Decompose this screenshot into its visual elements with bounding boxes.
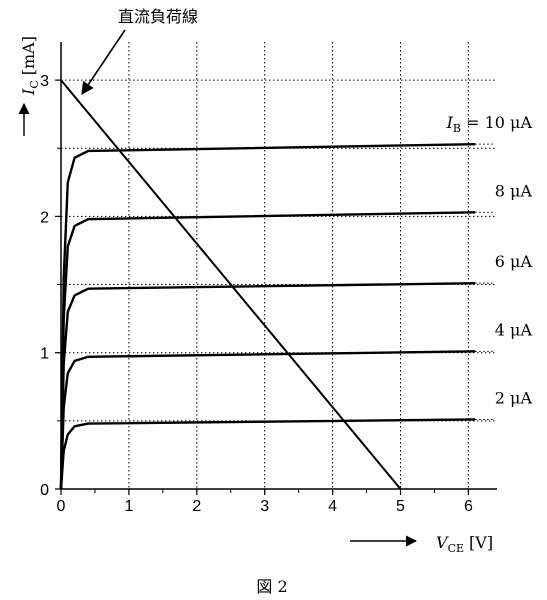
dc-load-line [60, 79, 402, 490]
x-tick-label-4: 4 [328, 498, 337, 515]
axes [55, 42, 497, 495]
y-tick-label-3: 3 [40, 73, 49, 90]
y-axis-label: IC[mA] [19, 36, 41, 96]
ib-label-1: 2 μA [495, 388, 533, 407]
ib-curve-labels: 2 μA 4 μA 6 μA 8 μA IB = 10 μA [446, 113, 533, 407]
ib-label-5: IB = 10 μA [446, 113, 533, 135]
x-tick-label-3: 3 [260, 498, 269, 515]
svg-text:IC[mA]: IC[mA] [19, 36, 41, 96]
y-tick-label-2: 2 [40, 209, 49, 226]
grid-lines [61, 42, 497, 489]
ib-curve-5 [59, 142, 476, 490]
y-tick-label-1: 1 [40, 346, 49, 363]
load-line-label: 直流負荷線 [118, 7, 198, 26]
ib-label-3: 6 μA [495, 252, 533, 271]
x-tick-label-6: 6 [464, 498, 473, 515]
load-line-pointer-arrow [81, 29, 126, 96]
x-tick-label-2: 2 [192, 498, 201, 515]
y-tick-label-0: 0 [40, 482, 49, 499]
ib-curve-1 [59, 418, 476, 490]
ib-label-4: 8 μA [495, 181, 533, 200]
ib-curves [59, 142, 495, 490]
x-axis-label: VCE [V] [436, 533, 493, 555]
ib-label-2: 4 μA [495, 320, 533, 339]
x-tick-label-5: 5 [396, 498, 405, 515]
x-tick-label-1: 1 [124, 498, 133, 515]
ib-curve-4 [59, 211, 476, 490]
figure-caption: 図 2 [256, 577, 287, 596]
ib-curve-3 [59, 281, 476, 490]
tick-labels: 0 1 2 3 4 5 6 0 1 2 3 [40, 73, 473, 515]
x-tick-label-0: 0 [57, 498, 66, 515]
